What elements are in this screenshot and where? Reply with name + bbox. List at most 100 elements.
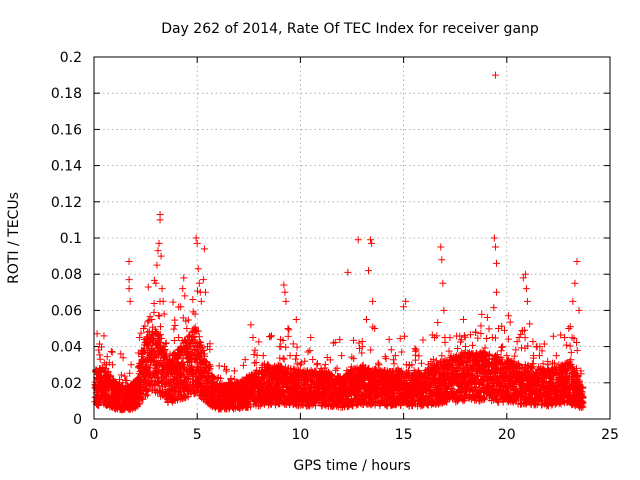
y-tick-label: 0.08 [51,267,82,283]
data-point [306,347,314,355]
data-point [144,283,152,291]
data-point [141,345,149,353]
data-point [292,355,300,363]
data-point [456,332,464,340]
data-point [398,348,406,356]
data-point [438,352,446,360]
data-point [227,374,235,382]
x-tick-label: 25 [601,427,619,443]
data-point [280,355,288,363]
data-point [95,401,103,409]
y-tick-label: 0.04 [51,340,82,356]
data-point [198,383,206,391]
data-point [415,352,423,360]
data-point [94,400,102,408]
data-point [158,334,166,342]
data-points [91,71,587,414]
data-point [477,322,485,330]
data-point [297,359,305,367]
data-point [313,360,321,368]
data-point [292,352,300,360]
data-point [144,318,152,326]
data-point [478,310,486,318]
y-tick-label: 0.2 [60,50,82,66]
data-point [252,359,260,367]
y-tick-label: 0.02 [51,376,82,392]
y-tick-label: 0 [73,412,82,428]
data-point [382,355,390,363]
data-point [126,369,134,377]
y-tick-label: 0.12 [51,195,82,211]
data-point [284,332,292,340]
data-point [93,330,101,338]
data-point [107,347,115,355]
data-point [267,333,275,341]
data-point [145,316,153,324]
data-point [116,376,124,384]
data-point [241,356,249,364]
data-point [151,352,159,360]
y-tick-label: 0.14 [51,159,82,175]
data-point [483,313,491,321]
data-point [367,346,375,354]
data-point [121,372,129,380]
data-point [148,333,156,341]
data-point [108,348,116,356]
data-point [217,374,225,382]
data-point [201,352,209,360]
data-point [293,343,301,351]
data-point [239,361,247,369]
data-point [412,356,420,364]
data-point [194,327,202,335]
x-tick-label: 10 [291,427,309,443]
x-tick-label: 0 [90,427,99,443]
data-point [469,341,477,349]
data-point [454,344,462,352]
data-point [250,351,258,359]
data-point [155,312,163,320]
data-point [206,362,214,370]
data-point [192,326,200,334]
axis-ticks: 0 5 10 15 20 2500.020.040.060.080.10.120.140.… [51,50,619,443]
data-point [289,340,297,348]
data-point [95,346,103,354]
x-tick-label: 5 [193,427,202,443]
x-tick-label: 20 [498,427,516,443]
data-point [412,346,420,354]
data-point [196,342,204,350]
data-point [387,346,395,354]
data-point [348,353,356,361]
data-point [301,357,309,365]
data-point [389,356,397,364]
data-point [170,376,178,384]
data-point [498,343,506,351]
y-tick-label: 0.16 [51,122,82,138]
data-point [173,396,181,404]
data-point [170,325,178,333]
data-point [170,336,178,344]
data-point [285,326,293,334]
data-point [119,354,127,362]
data-point [156,331,164,339]
data-point [477,330,485,338]
data-point [230,367,238,375]
data-point [189,295,197,303]
data-point [222,365,230,373]
data-point [417,359,425,367]
data-point [419,336,427,344]
data-point [483,335,491,343]
data-point [150,347,158,355]
data-point [304,348,312,356]
y-tick-label: 0.1 [60,231,82,247]
data-point [150,300,158,308]
data-point [103,353,111,361]
data-point [169,298,177,306]
data-point [461,342,469,350]
data-point [282,343,290,351]
data-point [350,355,358,363]
data-point [161,346,169,354]
y-tick-label: 0.18 [51,86,82,102]
data-point [139,350,147,358]
data-point [143,391,151,399]
